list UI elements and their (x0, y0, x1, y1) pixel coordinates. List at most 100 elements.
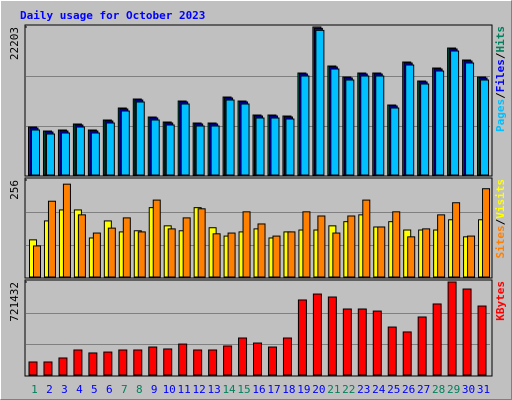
bar (407, 236, 416, 278)
bar (75, 126, 85, 176)
bar (420, 83, 430, 176)
bar (107, 227, 116, 278)
legend: Sites/Visits (494, 179, 507, 259)
x-tick-label: 1 (31, 383, 38, 396)
y-tick-label: 721432 (8, 282, 21, 322)
bar (165, 124, 175, 176)
bar (357, 308, 367, 376)
x-tick-label: 22 (342, 383, 355, 396)
legend-separator: / (494, 92, 507, 99)
legend-entry: Pages (494, 99, 507, 132)
x-tick-label: 27 (417, 383, 430, 396)
bar (377, 226, 386, 278)
bar (435, 70, 445, 176)
legend-entry: KBytes (494, 281, 507, 321)
bar (342, 308, 352, 376)
bar (482, 188, 491, 278)
x-tick-label: 18 (282, 383, 295, 396)
x-tick-label: 10 (163, 383, 176, 396)
bar (240, 103, 250, 176)
bar (372, 310, 382, 376)
x-tick-label: 23 (357, 383, 370, 396)
bar (392, 211, 401, 278)
bar (452, 202, 461, 278)
x-tick-label: 20 (312, 383, 325, 396)
chart-title: Daily usage for October 2023 (20, 9, 205, 22)
bar (152, 199, 161, 278)
bar (43, 361, 53, 376)
bar (47, 200, 56, 278)
x-tick-label: 14 (222, 383, 236, 396)
legend: KBytes (494, 281, 507, 321)
legend: Pages/Files/Hits (494, 26, 507, 132)
x-tick-label: 19 (297, 383, 310, 396)
bar (148, 346, 158, 376)
bar (405, 64, 415, 176)
bar (450, 50, 460, 176)
x-tick-label: 6 (106, 383, 113, 396)
bar (193, 349, 203, 376)
bar (60, 132, 70, 176)
bar (375, 75, 385, 176)
x-tick-label: 29 (447, 383, 460, 396)
bar (300, 75, 310, 176)
bar (195, 125, 205, 176)
bar (462, 288, 472, 376)
bar (253, 342, 263, 376)
bar (317, 215, 326, 278)
bar (402, 331, 412, 376)
bar (178, 343, 188, 376)
x-tick-label: 30 (462, 383, 475, 396)
bar (297, 299, 307, 376)
bar (105, 122, 115, 176)
x-tick-label: 28 (432, 383, 445, 396)
bar (330, 68, 340, 176)
bar (238, 337, 248, 376)
bar (270, 117, 280, 176)
bar (210, 125, 220, 176)
legend-entry: Visits (494, 179, 507, 219)
bar (447, 281, 457, 376)
bar (285, 118, 295, 176)
bar (62, 183, 71, 278)
x-tick-label: 24 (372, 383, 386, 396)
x-tick-label: 2 (46, 383, 53, 396)
bar (122, 217, 131, 278)
bar (167, 228, 176, 278)
bar (477, 305, 487, 376)
bar (197, 208, 206, 278)
legend-separator: / (494, 52, 507, 59)
bar (417, 316, 427, 376)
bar (182, 217, 191, 278)
bar (180, 103, 190, 176)
bar (31, 129, 40, 176)
bar (223, 345, 233, 376)
legend-entry: Hits (494, 26, 507, 53)
bar (163, 348, 173, 376)
bar (118, 349, 128, 376)
x-tick-label: 3 (61, 383, 68, 396)
x-tick-label: 8 (136, 383, 143, 396)
bar (73, 349, 83, 376)
legend-entry: Sites (494, 225, 507, 258)
bar (45, 133, 55, 176)
bar (287, 231, 296, 278)
bar (480, 79, 490, 176)
bar (208, 349, 218, 376)
bar (225, 99, 235, 176)
bar (227, 232, 236, 278)
bar (302, 211, 311, 278)
bar (312, 293, 322, 376)
bar (332, 232, 341, 278)
bar (135, 101, 145, 176)
legend-entry: Files (494, 59, 507, 92)
legend-separator: / (494, 218, 507, 225)
x-tick-label: 13 (207, 383, 220, 396)
bar (150, 119, 160, 176)
bar (432, 303, 442, 376)
bar (282, 337, 292, 376)
x-tick-label: 17 (267, 383, 280, 396)
bar (272, 235, 281, 278)
bar (422, 228, 431, 278)
